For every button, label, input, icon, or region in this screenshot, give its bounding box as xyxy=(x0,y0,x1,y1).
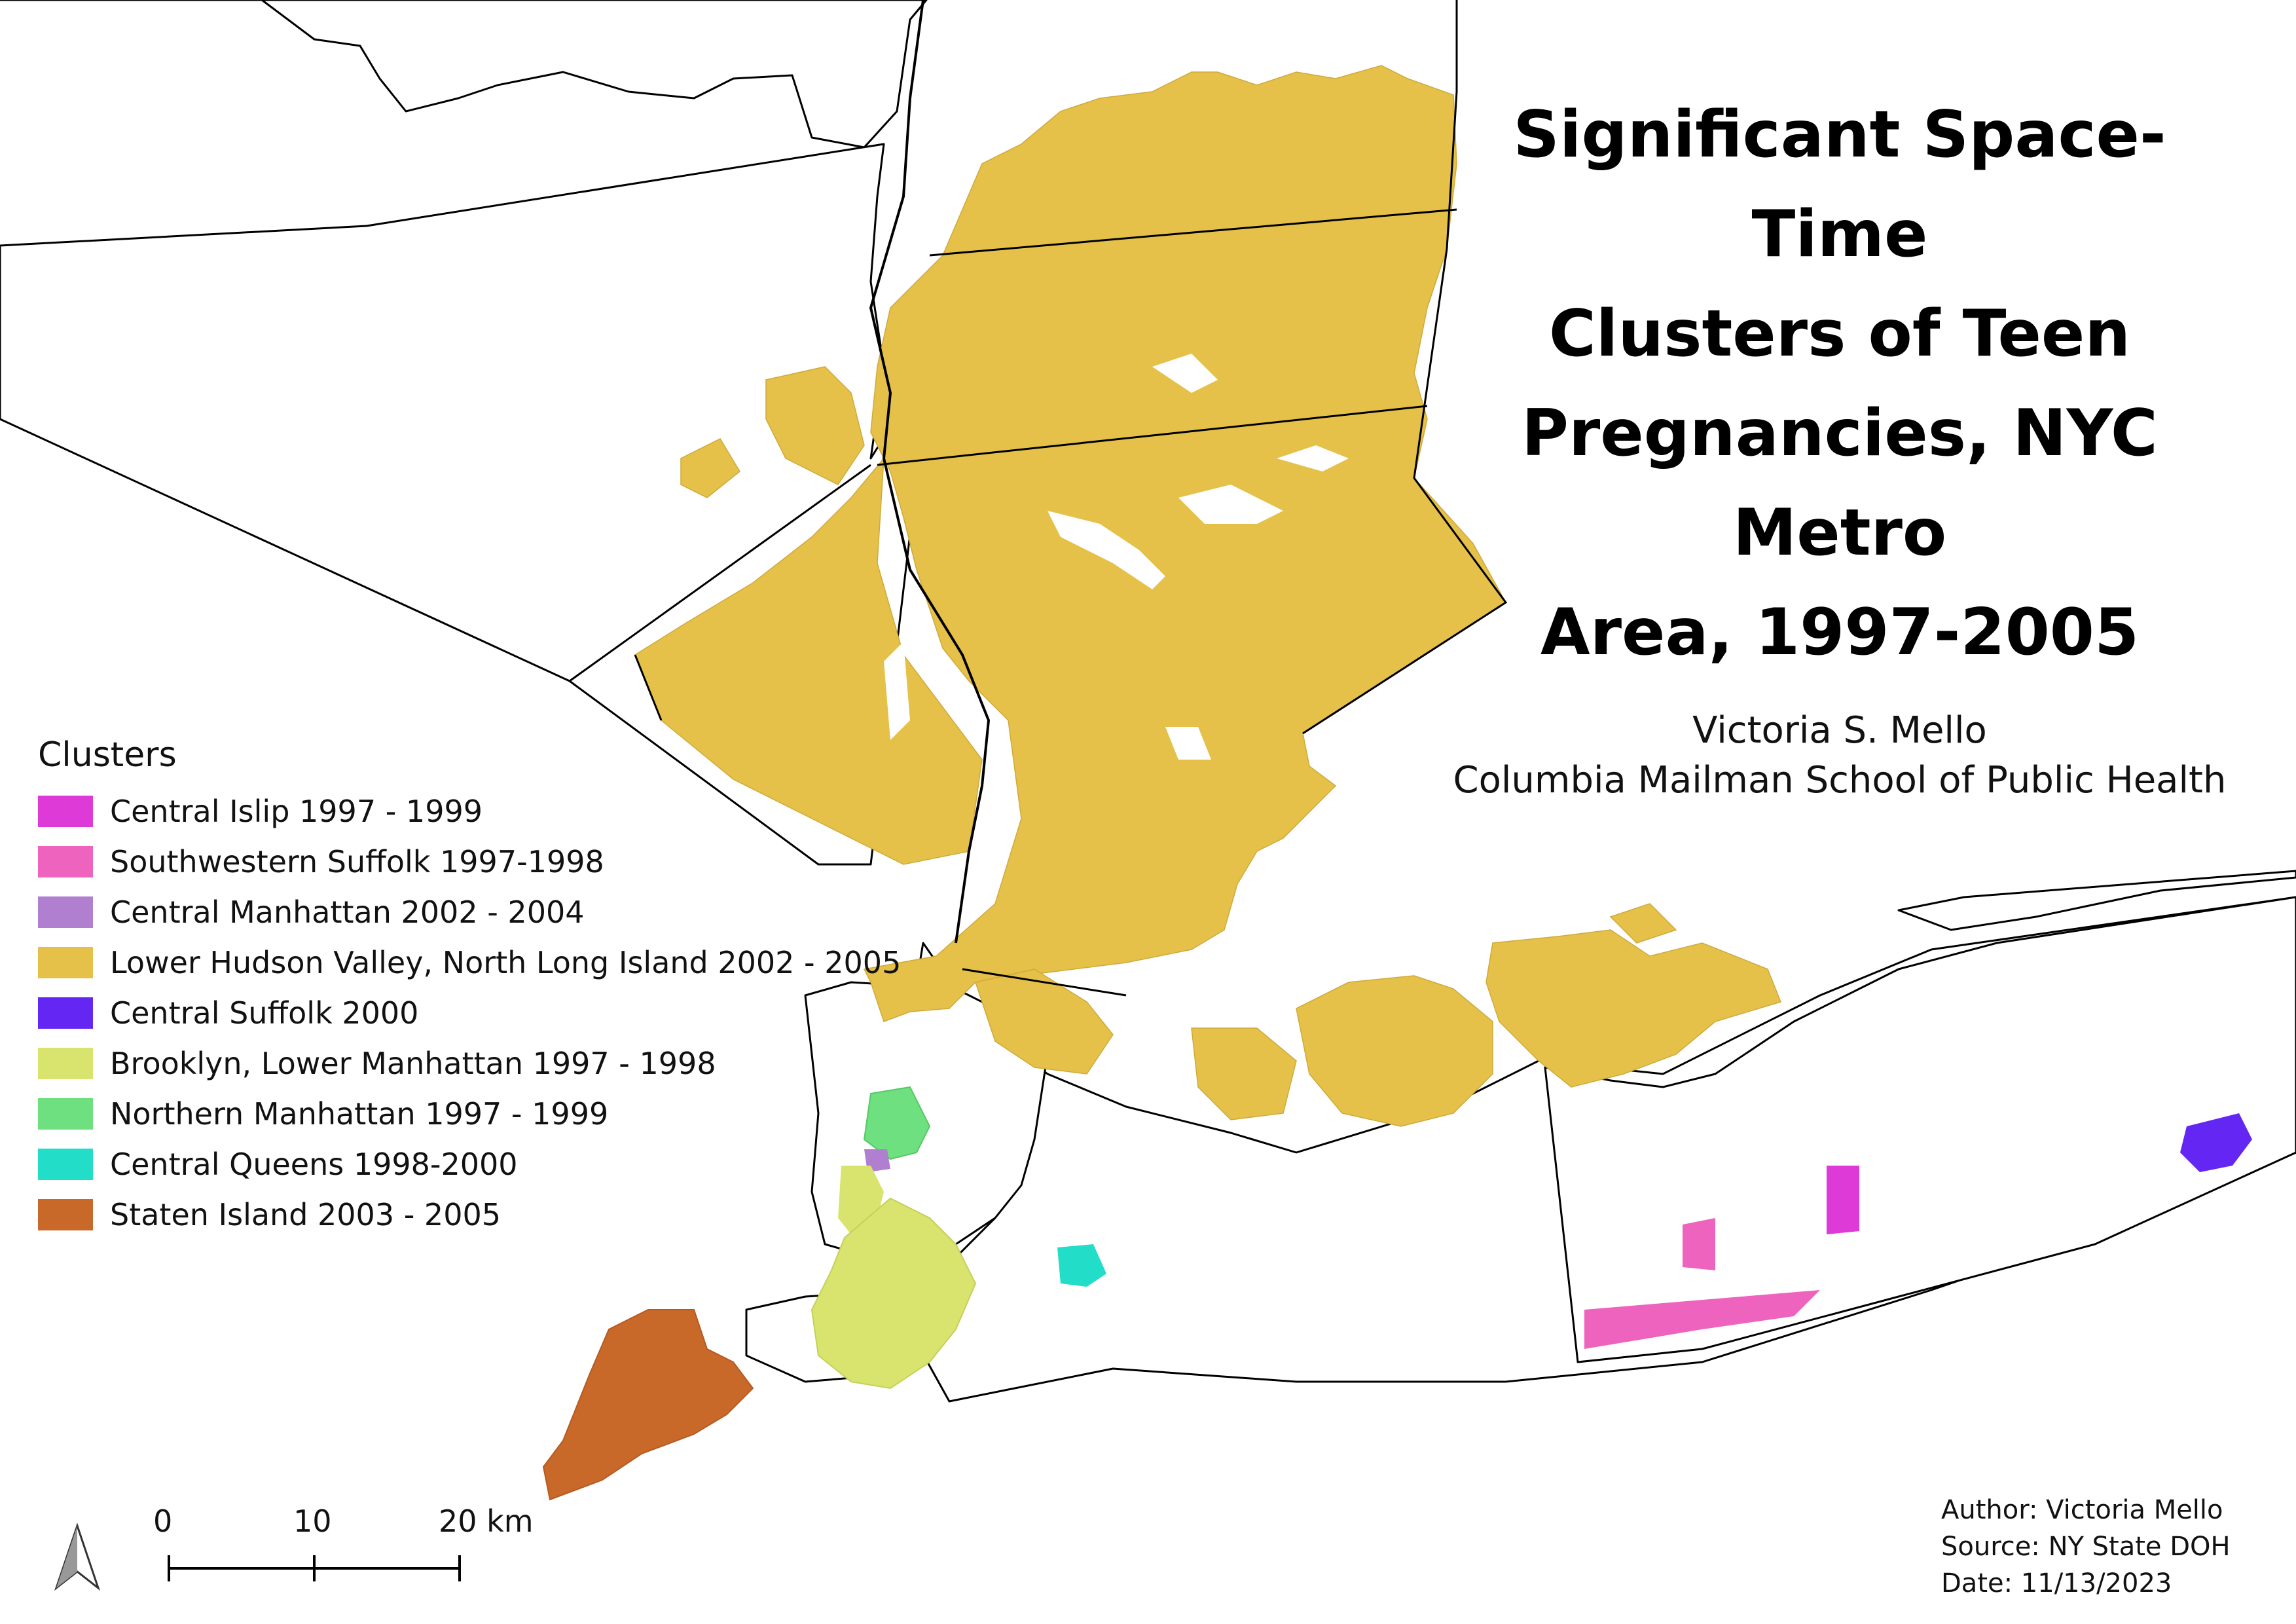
reservoir-4 xyxy=(1152,354,1218,393)
legend: Clusters Central Islip 1997 - 1999 Southw… xyxy=(38,735,901,1240)
cluster-northern-manhattan xyxy=(863,1086,931,1160)
cluster-brooklyn xyxy=(811,1197,977,1390)
credit-date: Date: 11/13/2023 xyxy=(1941,1568,2172,1598)
cluster-central-islip xyxy=(1827,1166,1859,1234)
cluster-sw-suffolk-coast xyxy=(1584,1290,1820,1349)
cluster-lower-hudson-valley xyxy=(634,65,1782,1127)
legend-item: Brooklyn, Lower Manhattan 1997 - 1998 xyxy=(38,1038,901,1088)
lhv-small-patch xyxy=(680,438,740,498)
legend-label: Northern Manhattan 1997 - 1999 xyxy=(110,1096,609,1132)
legend-swatch xyxy=(38,946,93,978)
cluster-central-suffolk xyxy=(2180,1113,2252,1172)
legend-swatch xyxy=(38,795,93,827)
reservoir-1 xyxy=(1048,511,1165,589)
legend-item: Northern Manhattan 1997 - 1999 xyxy=(38,1088,901,1139)
north-fork-outline xyxy=(1897,870,2296,931)
credit-author: Author: Victoria Mello xyxy=(1941,1495,2223,1525)
legend-swatch xyxy=(38,997,93,1029)
lhv-li-central-patch xyxy=(1296,975,1493,1127)
legend-label: Brooklyn, Lower Manhattan 1997 - 1998 xyxy=(110,1045,716,1081)
map-title-line-4: Area, 1997-2005 xyxy=(1540,595,2140,670)
legend-item: Staten Island 2003 - 2005 xyxy=(38,1189,901,1240)
map-title-line-3: Pregnancies, NYC Metro xyxy=(1522,396,2158,570)
lhv-li-west-patch xyxy=(1191,1027,1297,1120)
legend-label: Central Queens 1998-2000 xyxy=(110,1146,518,1182)
title-block: Significant Space-Time Clusters of Teen … xyxy=(1434,85,2246,805)
water-bodies xyxy=(884,354,1349,760)
north-arrow-icon xyxy=(54,1522,101,1591)
affiliation: Columbia Mailman School of Public Health xyxy=(1453,759,2227,802)
legend-label: Central Suffolk 2000 xyxy=(110,995,419,1031)
legend-label: Staten Island 2003 - 2005 xyxy=(110,1196,501,1232)
lhv-west-region xyxy=(634,456,983,865)
legend-swatch xyxy=(38,1148,93,1180)
reservoir-2 xyxy=(1178,485,1283,524)
hudson-river xyxy=(869,0,991,944)
legend-label: Southwestern Suffolk 1997-1998 xyxy=(110,843,604,879)
legend-label: Lower Hudson Valley, North Long Island 2… xyxy=(110,944,902,980)
scale-bar xyxy=(168,1555,461,1581)
legend-swatch xyxy=(38,1047,93,1079)
suffolk-county xyxy=(1544,896,2296,1363)
lhv-northwest-patch xyxy=(765,366,865,485)
legend-item: Central Suffolk 2000 xyxy=(38,987,901,1038)
legend-swatch xyxy=(38,1198,93,1230)
cluster-staten-island xyxy=(542,1309,754,1501)
map-title-line-1: Significant Space-Time xyxy=(1513,98,2166,272)
credit-source: Source: NY State DOH xyxy=(1941,1532,2231,1562)
river-island xyxy=(884,642,910,740)
legend-swatch xyxy=(38,896,93,928)
reservoir-5 xyxy=(1165,727,1211,760)
legend-item: Central Queens 1998-2000 xyxy=(38,1139,901,1189)
author-name: Victoria S. Mello xyxy=(1692,709,1987,752)
legend-label: Central Islip 1997 - 1999 xyxy=(110,793,483,829)
map-title-line-2: Clusters of Teen xyxy=(1548,297,2131,371)
scale-tick-label-20: 20 km xyxy=(439,1504,534,1539)
legend-item: Central Islip 1997 - 1999 xyxy=(38,786,901,836)
lhv-li-east-patch xyxy=(1485,929,1782,1088)
scale-tick-label-10: 10 xyxy=(293,1504,332,1539)
lhv-bronx-patch xyxy=(975,969,1114,1075)
reservoir-3 xyxy=(1277,445,1349,471)
scale-tick-label-0: 0 xyxy=(153,1504,173,1539)
legend-title: Clusters xyxy=(38,735,177,775)
cluster-sw-suffolk-inland xyxy=(1683,1218,1715,1270)
lhv-li-north-patch xyxy=(1609,903,1677,944)
legend-swatch xyxy=(38,1098,93,1130)
cluster-central-queens xyxy=(1057,1244,1106,1287)
county-lines xyxy=(569,0,1508,997)
legend-swatch xyxy=(38,845,93,877)
legend-label: Central Manhattan 2002 - 2004 xyxy=(110,894,585,930)
legend-items: Central Islip 1997 - 1999 Southwestern Su… xyxy=(38,786,901,1240)
legend-item: Southwestern Suffolk 1997-1998 xyxy=(38,836,901,887)
lhv-main-region xyxy=(863,65,1506,1022)
legend-item: Central Manhattan 2002 - 2004 xyxy=(38,887,901,937)
credits: Author: Victoria Mello Source: NY State … xyxy=(1941,1492,2231,1602)
legend-item: Lower Hudson Valley, North Long Island 2… xyxy=(38,937,901,987)
northwest-county xyxy=(0,0,928,149)
